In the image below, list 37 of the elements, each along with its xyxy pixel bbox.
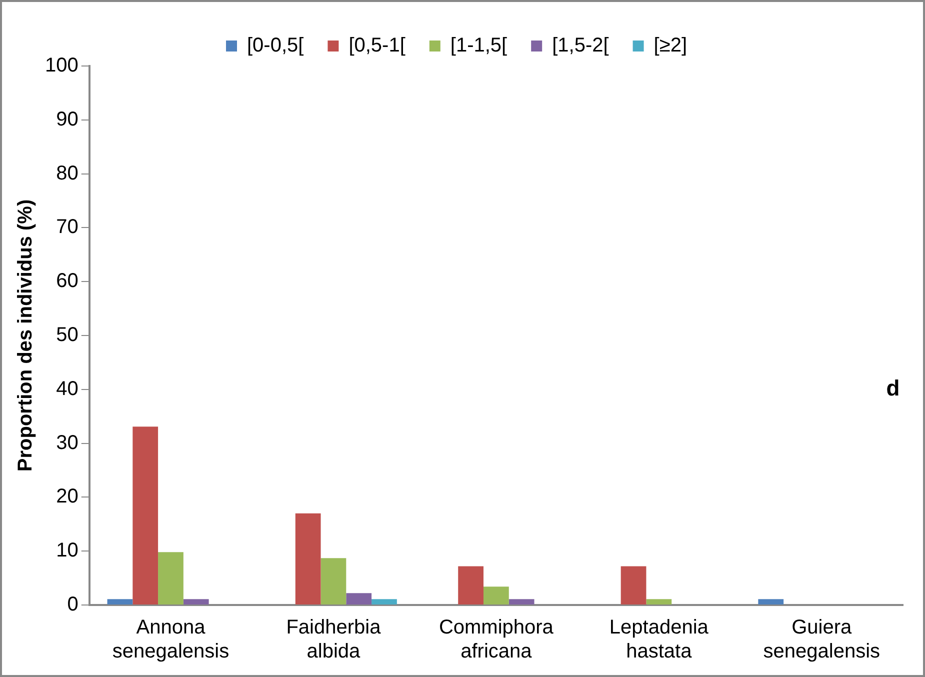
bar xyxy=(132,426,158,604)
x-tick-label: Leptadenia hastata xyxy=(609,616,710,663)
x-tick-label: Annona senegalensis xyxy=(112,616,230,663)
legend-label: [≥2] xyxy=(654,34,688,57)
y-tick-label: 0 xyxy=(67,594,78,616)
bar xyxy=(508,599,534,604)
legend-label: [1,5-2[ xyxy=(552,34,610,57)
y-tick-label: 40 xyxy=(56,378,78,400)
x-tick-label: Faidherbia albida xyxy=(286,616,382,663)
y-tick-label: 70 xyxy=(56,216,78,238)
legend-label: [1-1,5[ xyxy=(450,34,508,57)
y-tick-label: 30 xyxy=(56,432,78,454)
bar xyxy=(158,552,184,604)
bar xyxy=(483,586,509,604)
bar xyxy=(183,599,209,604)
y-tick-label: 20 xyxy=(56,486,78,508)
legend-label: [0-0,5[ xyxy=(246,34,304,57)
annotation: d xyxy=(886,375,900,400)
bar xyxy=(107,599,133,604)
y-tick-label: 80 xyxy=(56,162,78,184)
legend-label: [0,5-1[ xyxy=(348,34,406,57)
y-tick-label: 90 xyxy=(56,108,78,130)
y-tick-label: 10 xyxy=(56,540,78,562)
bar xyxy=(458,566,484,604)
x-tick-label: Commiphora africana xyxy=(438,616,554,663)
bar xyxy=(346,593,372,604)
y-tick-label: 100 xyxy=(44,54,78,77)
bar xyxy=(320,558,346,604)
bar xyxy=(372,599,397,604)
bar xyxy=(295,513,321,604)
y-axis-title: Proportion des individus (%) xyxy=(14,199,37,472)
y-tick-label: 50 xyxy=(56,324,78,346)
y-tick-label: 60 xyxy=(56,270,78,292)
bar xyxy=(620,566,646,604)
x-tick-label: Guiera senegalensis xyxy=(763,616,880,663)
bar xyxy=(758,599,784,604)
bar xyxy=(646,599,672,604)
